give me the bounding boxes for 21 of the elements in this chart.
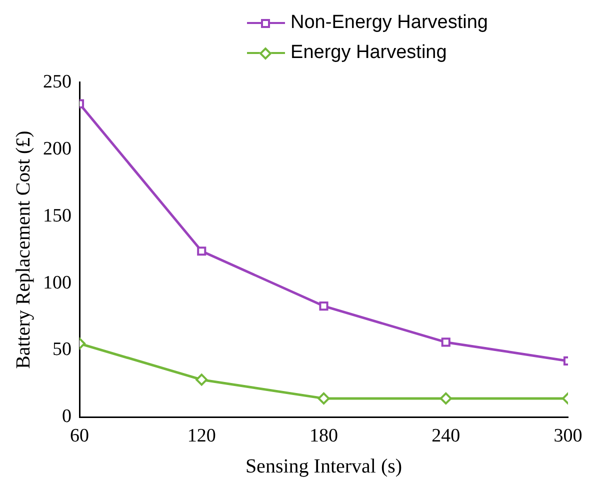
x-axis-title: Sensing Interval (s) (245, 455, 402, 478)
point (440, 392, 452, 404)
y-axis-title: Battery Replacement Cost (£) (12, 130, 34, 369)
legend-label: Energy Harvesting (290, 42, 447, 64)
legend-label: Non-Energy Harvesting (290, 12, 488, 34)
x-tick-label: 240 (432, 426, 460, 447)
point (441, 338, 450, 347)
point (196, 374, 208, 386)
x-tick-label: 300 (554, 426, 582, 447)
x-tick-label: 120 (187, 426, 216, 447)
y-tick-label: 50 (52, 339, 72, 360)
y-tick-label: 100 (43, 272, 72, 294)
point (318, 392, 330, 404)
point (319, 302, 328, 311)
x-tick-label: 180 (310, 426, 338, 447)
y-tick-label: 150 (43, 205, 72, 226)
point (197, 246, 206, 256)
y-tick-label: 200 (43, 138, 72, 160)
x-tick-label: 60 (70, 426, 89, 447)
y-tick-label: 0 (62, 406, 72, 428)
y-tick-label: 250 (43, 71, 72, 92)
